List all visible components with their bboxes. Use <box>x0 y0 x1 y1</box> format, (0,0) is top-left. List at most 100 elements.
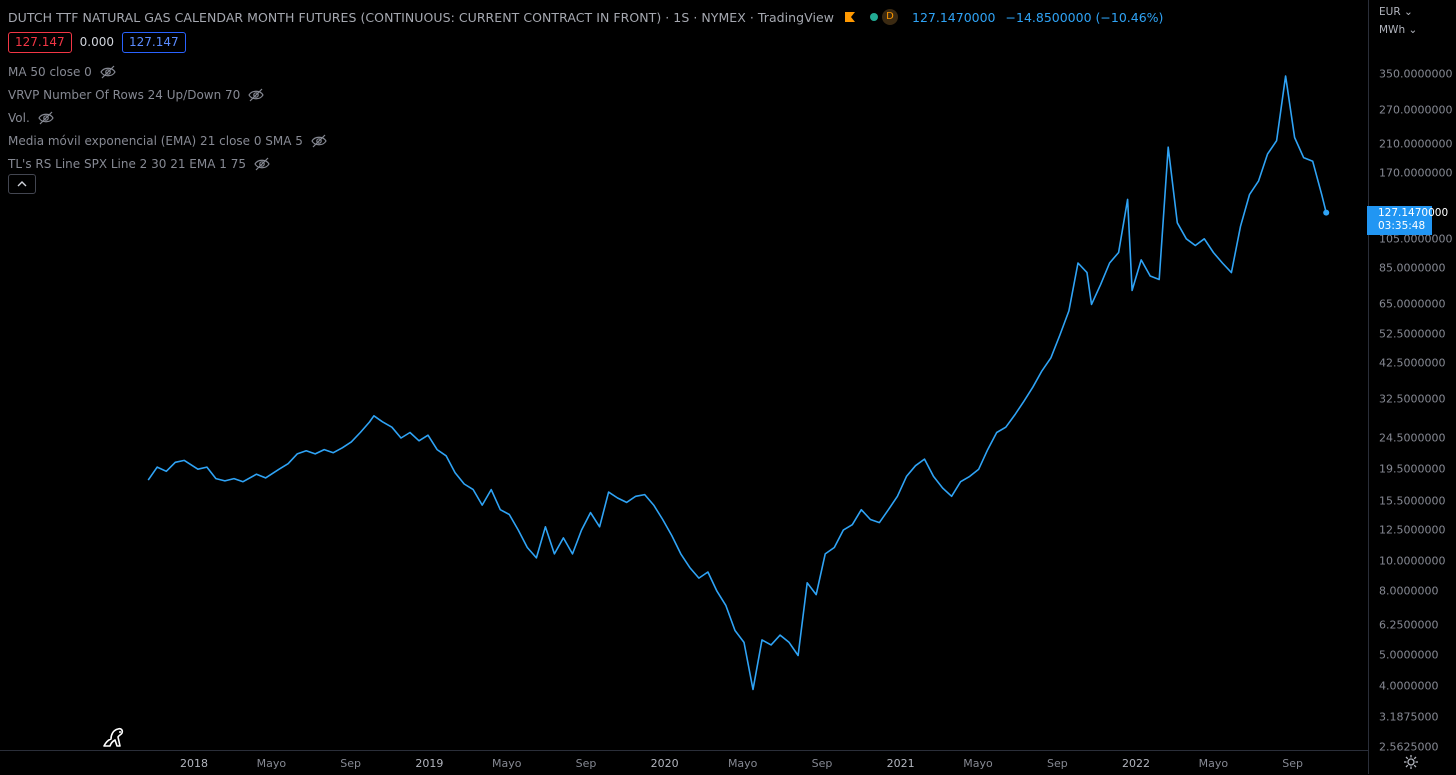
indicator-volume[interactable]: Vol. <box>8 106 327 129</box>
indicator-label: VRVP Number Of Rows 24 Up/Down 70 <box>8 87 241 102</box>
data-point <box>1086 272 1088 274</box>
bar-countdown: 03:35:48 <box>1378 220 1426 232</box>
data-point <box>1131 290 1133 292</box>
data-point <box>608 491 610 493</box>
unit-selector[interactable]: MWh ⌄ <box>1379 24 1417 36</box>
price-tick-label: 10.0000000 <box>1379 554 1446 568</box>
time-tick-label: Mayo <box>1198 757 1229 770</box>
data-point <box>1050 357 1052 359</box>
data-point <box>1014 414 1016 416</box>
eye-off-icon[interactable] <box>100 65 116 79</box>
data-point <box>1059 334 1061 336</box>
last-price-value: 127.1470000 <box>912 9 996 25</box>
data-point <box>287 463 289 465</box>
indicator-ema[interactable]: Media móvil exponencial (EMA) 21 close 0… <box>8 129 327 152</box>
trade-price-boxes: 127.147 0.000 127.147 <box>8 32 186 53</box>
data-point <box>224 480 226 482</box>
time-tick-label: 2022 <box>1122 757 1150 770</box>
price-tick-label: 24.5000000 <box>1379 431 1446 445</box>
time-tick-label: Mayo <box>256 757 287 770</box>
data-point <box>526 547 528 549</box>
data-point <box>698 577 700 579</box>
data-point <box>490 489 492 491</box>
data-point <box>1005 426 1007 428</box>
eye-off-icon[interactable] <box>254 157 270 171</box>
price-tick-label: 15.5000000 <box>1379 494 1446 508</box>
data-point <box>1294 137 1296 139</box>
data-point <box>716 590 718 592</box>
data-point <box>242 481 244 483</box>
data-point <box>933 476 935 478</box>
data-point <box>369 421 371 423</box>
data-point <box>174 461 176 463</box>
data-point <box>960 481 962 483</box>
data-point <box>572 553 574 555</box>
data-point <box>341 447 343 449</box>
data-point <box>860 509 862 511</box>
data-point <box>680 553 682 555</box>
data-status-badge: D <box>882 9 898 25</box>
chevron-down-icon: ⌄ <box>1403 6 1413 18</box>
data-point <box>815 594 817 596</box>
data-point <box>1285 75 1287 77</box>
indicator-rs-line[interactable]: TL's RS Line SPX Line 2 30 21 EMA 1 75 <box>8 152 327 175</box>
chart-legend-header: DUTCH TTF NATURAL GAS CALENDAR MONTH FUT… <box>8 8 1163 26</box>
time-tick-label: Mayo <box>727 757 758 770</box>
data-point <box>1185 238 1187 240</box>
data-point <box>314 453 316 455</box>
data-point <box>653 504 655 506</box>
data-point <box>165 470 167 472</box>
data-point <box>897 495 899 497</box>
data-point <box>400 437 402 439</box>
last-price-marker <box>1323 209 1330 216</box>
data-point <box>1091 304 1093 306</box>
price-chart[interactable] <box>0 0 1368 750</box>
data-point <box>797 655 799 657</box>
data-point <box>382 421 384 423</box>
data-point <box>206 466 208 468</box>
data-point <box>1041 370 1043 372</box>
data-point <box>842 529 844 531</box>
data-point <box>156 466 158 468</box>
price-tick-label: 6.2500000 <box>1379 618 1439 632</box>
time-tick-label: Mayo <box>491 757 522 770</box>
collapse-legend-button[interactable] <box>8 174 36 194</box>
price-axis[interactable]: EUR ⌄ MWh ⌄ 350.0000000 270.0000000 210.00… <box>1368 0 1456 774</box>
data-point <box>1140 259 1142 261</box>
price-tick-label: 32.5000000 <box>1379 392 1446 406</box>
eye-off-icon[interactable] <box>248 88 264 102</box>
data-point <box>1258 180 1260 182</box>
eye-off-icon[interactable] <box>311 134 327 148</box>
data-point <box>969 476 971 478</box>
series-line[interactable] <box>147 75 1327 691</box>
price-tick-label: 42.5000000 <box>1379 356 1446 370</box>
gear-icon[interactable] <box>1403 754 1419 770</box>
indicator-vrvp[interactable]: VRVP Number Of Rows 24 Up/Down 70 <box>8 83 327 106</box>
sell-price-button[interactable]: 127.147 <box>8 32 72 53</box>
data-point <box>806 582 808 584</box>
time-tick-label: Sep <box>575 757 597 770</box>
last-price-label-value: 127.1470000 <box>1378 207 1449 219</box>
data-point <box>581 529 583 531</box>
price-change-value: −14.8500000 (−10.46%) <box>1005 9 1164 25</box>
data-point <box>1231 272 1233 274</box>
data-point <box>296 453 298 455</box>
data-point <box>779 634 781 636</box>
data-point <box>1249 194 1251 196</box>
data-point <box>924 458 926 460</box>
tradingview-logo-icon[interactable] <box>100 722 130 752</box>
currency-selector[interactable]: EUR ⌄ <box>1379 6 1413 18</box>
buy-price-button[interactable]: 127.147 <box>121 32 186 53</box>
unit-label: MWh <box>1379 24 1406 36</box>
data-point <box>915 465 917 467</box>
indicator-ma[interactable]: MA 50 close 0 <box>8 60 327 83</box>
symbol-title[interactable]: DUTCH TTF NATURAL GAS CALENDAR MONTH FUT… <box>8 9 834 25</box>
time-tick-label: 2021 <box>886 757 915 770</box>
data-point <box>1276 140 1278 142</box>
market-status[interactable]: D <box>870 9 898 25</box>
time-tick-label: Sep <box>1282 757 1304 770</box>
indicator-label: Media móvil exponencial (EMA) 21 close 0… <box>8 133 303 148</box>
time-axis[interactable]: 2018 Mayo Sep 2019 Mayo Sep 2020 Mayo Sep 2021 May… <box>0 750 1368 775</box>
data-point <box>770 644 772 646</box>
eye-off-icon[interactable] <box>38 111 54 125</box>
